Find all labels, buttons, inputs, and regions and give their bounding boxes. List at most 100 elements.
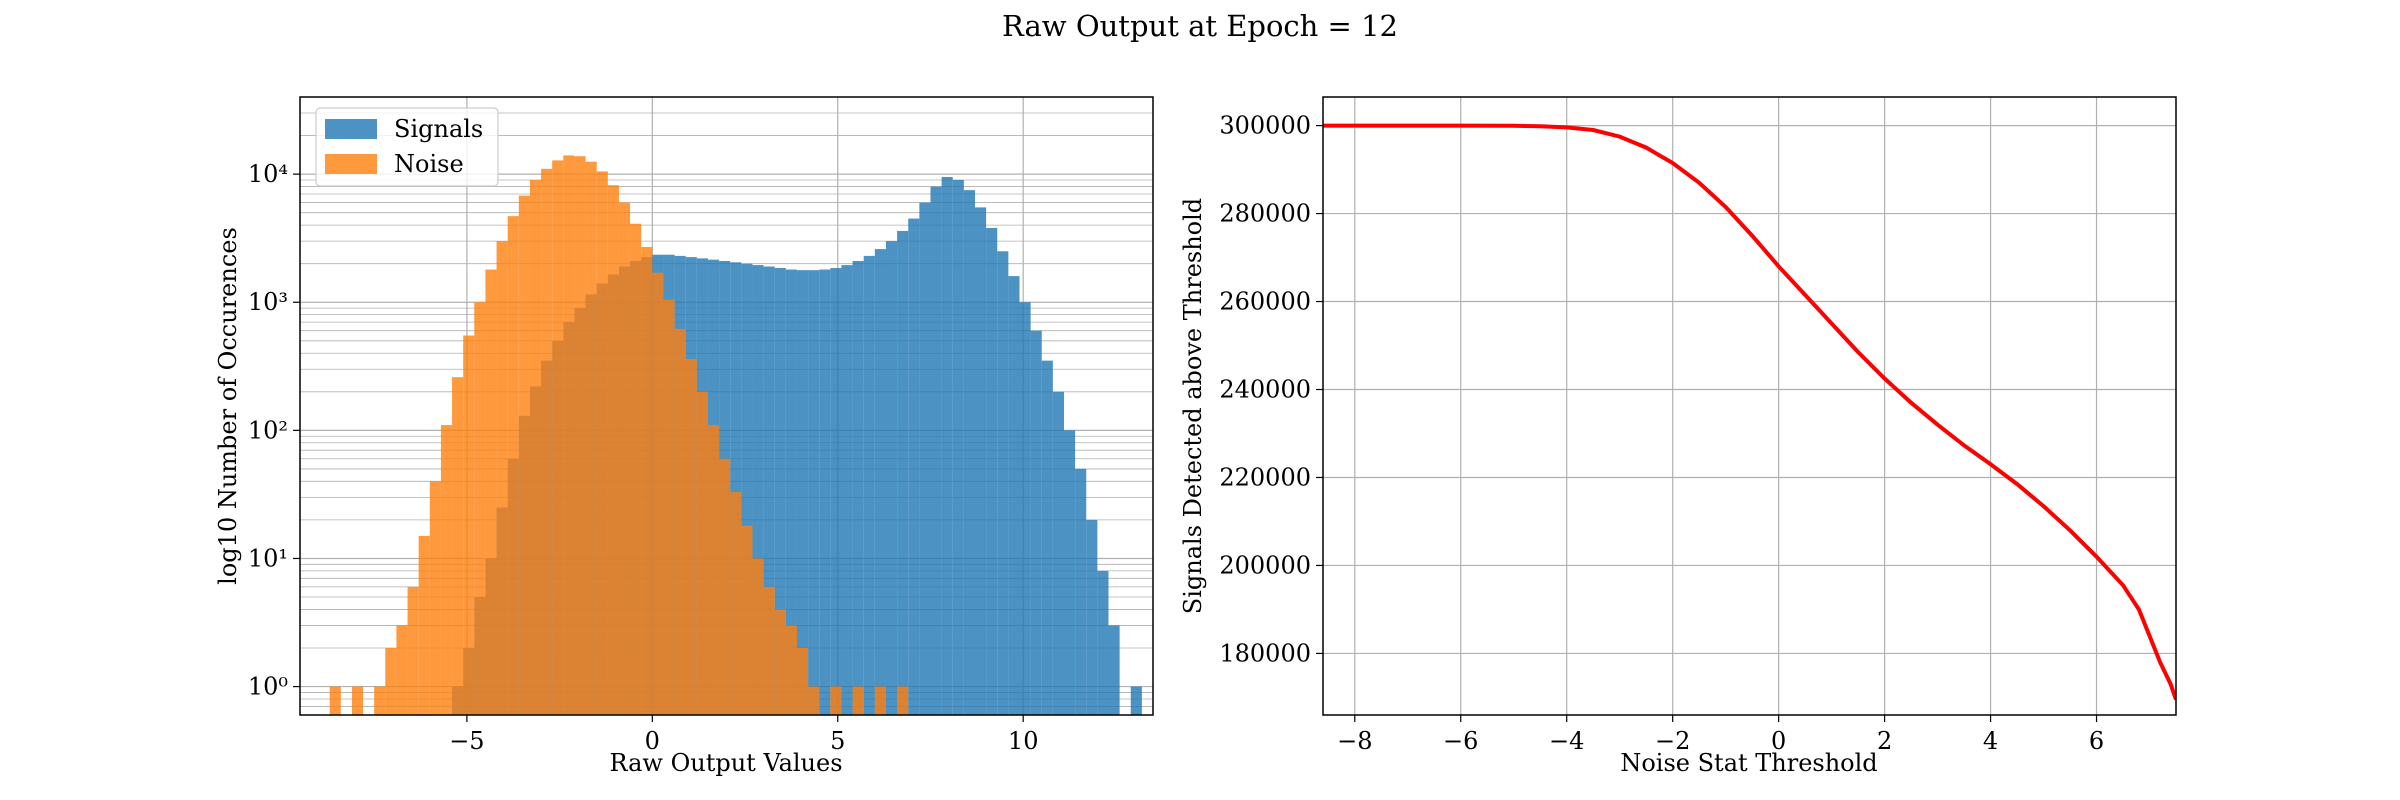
histogram-bar-noise [741,525,753,715]
histogram-bar-noise [485,269,497,715]
x-tick-label: 4 [1983,727,1998,755]
histogram-bar-noise [351,686,364,715]
legend-label-signals: Signals [394,115,483,143]
y-tick-label: 10² [248,416,288,444]
histogram-bar-signals [1019,302,1031,715]
histogram-bar-noise [641,246,653,715]
y-tick-label: 10⁴ [248,160,288,188]
histogram-bar-signals [963,190,975,715]
curve-y-axis-label: Signals Detected above Threshold [1179,198,1207,614]
threshold-curve-panel: −8 −6 −4 −2 0 2 4 6 180000 200000 220000 240000 260… [1179,96,2177,777]
histogram-bar-noise [663,299,675,715]
signals-detected-curve [1323,123,2176,701]
histogram-bar-signals [1130,686,1142,715]
histogram-bar-signals [1063,430,1076,715]
histogram-bar-signals [852,260,864,715]
histogram-x-axis-label: Raw Output Values [609,749,842,777]
histogram-panel: −5 0 5 10 10⁰ 10¹ 10² 10³ 10⁴ Raw Output Values… [214,96,1154,777]
histogram-bar-noise [596,171,608,715]
histogram-legend: Signals Noise [315,107,499,187]
y-tick-label: 180000 [1219,639,1311,667]
histogram-bar-noise [496,241,508,715]
y-tick-label: 10³ [248,288,288,316]
x-tick-label: 0 [1771,727,1786,755]
histogram-bar-signals [952,179,964,715]
histogram-bar-noise [808,686,820,715]
histogram-bar-signals [919,202,931,715]
curve-axes-frame [1322,96,2177,716]
histogram-bar-signals [1075,468,1087,715]
histogram-bar-noise [652,272,664,715]
y-tick-label: 10⁰ [248,673,288,701]
y-tick-label: 200000 [1219,551,1311,579]
histogram-bar-noise [696,391,708,715]
histogram-bar-signals [941,176,953,715]
histogram-bar-noise [674,328,686,715]
histogram-bar-signals [785,269,797,715]
x-tick-label: −4 [1549,727,1584,755]
histogram-bar-signals [974,207,987,715]
histogram-bar-noise [852,686,864,715]
histogram-bar-noise [574,156,586,715]
histogram-bar-noise [374,686,386,715]
histogram-bar-signals [885,241,898,715]
histogram-bar-noise [685,359,697,715]
x-tick-label: −2 [1655,727,1690,755]
curve-x-ticks: −8 −6 −4 −2 0 2 4 6 [1337,715,2104,755]
curve-x-axis-label: Noise Stat Threshold [1620,749,1877,777]
histogram-bar-signals [1041,360,1053,715]
histogram-bar-noise [752,558,764,715]
histogram-bar-noise [418,535,430,715]
histogram-bar-noise [529,179,542,715]
histogram-y-axis-label: log10 Number of Occurences [214,227,242,585]
histogram-bar-noise [463,335,475,715]
histogram-bar-signals [1108,625,1120,715]
x-tick-label: 0 [645,727,660,755]
histogram-bar-noise [452,377,464,715]
histogram-bar-noise [585,161,597,715]
histogram-bar-signals [752,265,764,715]
histogram-bar-signals [986,227,998,715]
histogram-bar-noise [774,609,786,715]
x-tick-label: 5 [830,727,845,755]
histogram-axes-frame [299,96,1154,716]
histogram-bar-signals [863,255,875,715]
histogram-bar-noise [763,586,775,715]
histogram-bar-signals [796,270,809,715]
histogram-bar-signals [997,251,1009,715]
y-tick-label: 220000 [1219,463,1311,491]
y-tick-label: 240000 [1219,376,1311,404]
histogram-bar-noise [707,425,720,715]
histogram-bar-signals [930,186,942,715]
histogram-bar-noise [796,648,809,715]
histogram-bar-signals [730,262,742,715]
histogram-bar-noise [396,625,408,715]
x-tick-label: −6 [1443,727,1478,755]
x-tick-label: −8 [1337,727,1372,755]
histogram-bar-noise [719,458,731,715]
curve-grid [1323,97,2176,715]
histogram-bar-signals [741,263,753,715]
histogram-bar-noise [785,625,797,715]
x-tick-label: −5 [449,727,484,755]
histogram-bar-noise [474,302,486,715]
histogram-bar-noise [552,160,564,715]
histogram-bar-noise [541,168,553,715]
histogram-y-ticks: 10⁰ 10¹ 10² 10³ 10⁴ [248,160,300,701]
histogram-bar-noise [407,586,419,715]
histogram-bar-signals [830,268,842,715]
y-tick-label: 300000 [1219,112,1311,140]
histogram-bar-signals [897,230,909,715]
histogram-bar-signals [1097,570,1109,715]
histogram-bar-signals [1030,330,1042,715]
histogram-bar-noise [730,492,742,715]
histogram-bar-signals [819,269,831,715]
figure-suptitle: Raw Output at Epoch = 12 [1002,9,1398,43]
legend-swatch-signals [325,119,377,139]
histogram-bar-noise [607,185,619,715]
histogram-bar-noise [429,481,441,715]
histogram-bar-noise [874,686,886,715]
histogram-bar-noise [630,223,642,715]
histogram-bar-signals [763,266,775,715]
histogram-bar-signals [908,218,920,715]
